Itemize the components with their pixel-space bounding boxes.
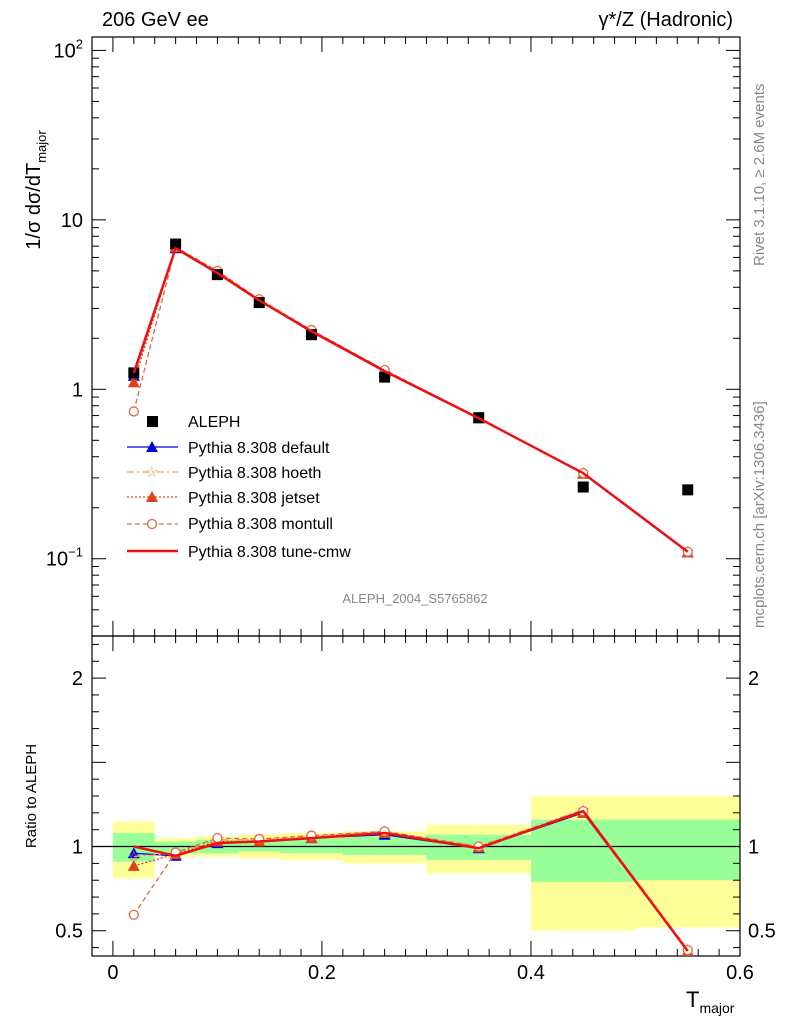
legend-entry-default: Pythia 8.308 default: [127, 440, 330, 457]
legend: ALEPH Pythia 8.308 default ☆ Pythia 8.30…: [127, 414, 351, 561]
svg-text:1/σ dσ/dTmajor: 1/σ dσ/dTmajor: [23, 130, 49, 250]
main-point-data: [305, 329, 317, 341]
ratio-y-tick-label-right: 2: [748, 668, 759, 690]
legend-label-tunecmw: Pythia 8.308 tune-cmw: [188, 544, 351, 561]
legend-label-default: Pythia 8.308 default: [188, 440, 330, 457]
x-tick-label: 0.2: [308, 962, 336, 984]
legend-label-aleph: ALEPH: [188, 414, 240, 431]
ratio-y-tick-label-right: 0.5: [748, 921, 776, 943]
ratio-y-tick-label-left: 0.5: [55, 921, 83, 943]
legend-label-montull: Pythia 8.308 montull: [188, 516, 333, 533]
x-tick-label: 0: [107, 962, 118, 984]
ratio-point-montull: [128, 909, 139, 920]
ratio-band-inner: [280, 838, 343, 854]
ratio-line-montull: [133, 810, 689, 951]
main-point-data: [170, 238, 182, 250]
legend-entry-aleph: ALEPH: [147, 414, 240, 431]
main-point-jetset: [127, 376, 140, 388]
legend-entry-tunecmw: Pythia 8.308 tune-cmw: [127, 544, 351, 561]
ratio-y-axis-label: Ratio to ALEPH: [23, 744, 40, 848]
legend-entry-montull: Pythia 8.308 montull: [127, 516, 333, 533]
ratio-band-inner: [342, 836, 427, 855]
main-point-data: [379, 371, 391, 383]
mcplots-label: mcplots.cern.ch [arXiv:1306.3436]: [751, 401, 768, 628]
main-point-data: [211, 269, 223, 281]
ratio-point-hoeth: ☆: [127, 849, 140, 866]
legend-marker-default: [146, 441, 158, 452]
x-label-text: T: [686, 987, 699, 1012]
chart-marks: 00.20.40.610210110−122110.50.5☆☆☆☆☆☆☆☆☆☆…: [46, 36, 776, 984]
legend-entry-jetset: Pythia 8.308 jetset: [127, 490, 320, 507]
main-line-tunecmw: [132, 246, 689, 553]
main-point-data: [682, 484, 694, 496]
ratio-y-tick-label-right: 1: [748, 837, 759, 859]
ratio-y-tick-label-left: 2: [72, 668, 83, 690]
x-label-sub: major: [699, 1000, 734, 1016]
main-y-tick-label: 1: [72, 379, 83, 401]
legend-marker-montull: [146, 518, 158, 530]
main-y-tick-label: 102: [54, 36, 83, 62]
main-y-label-sub: major: [34, 130, 49, 163]
rivet-label: Rivet 3.1.10, ≥ 2.6M events: [751, 84, 768, 267]
legend-marker-hoeth: ☆: [145, 464, 158, 481]
main-y-axis-label: 1/σ dσ/dTmajor: [23, 130, 49, 250]
legend-marker-aleph: [147, 416, 158, 427]
left-title: 206 GeV ee: [102, 9, 209, 31]
main-point-data: [577, 481, 589, 493]
right-title: γ*/Z (Hadronic): [599, 9, 733, 31]
main-point-montull: [128, 406, 139, 417]
x-tick-label: 0.4: [517, 962, 545, 984]
main-point-data: [253, 297, 265, 309]
ratio-y-tick-label-left: 1: [72, 837, 83, 859]
ratio-line-tunecmw: [133, 809, 689, 952]
analysis-id: ALEPH_2004_S5765862: [342, 591, 487, 606]
ratio-point-default: [127, 847, 140, 859]
legend-marker-jetset: [146, 491, 158, 502]
main-y-label-text: 1/σ dσ/dT: [23, 163, 45, 250]
ratio-point-jetset: [127, 859, 140, 871]
ratio-band-inner: [530, 819, 636, 882]
legend-label-hoeth: Pythia 8.308 hoeth: [188, 465, 321, 482]
legend-label-jetset: Pythia 8.308 jetset: [188, 490, 320, 507]
ratio-point-montull: [212, 832, 223, 844]
ratio-band-inner: [635, 819, 740, 881]
legend-entry-hoeth: ☆ Pythia 8.308 hoeth: [127, 464, 321, 482]
main-y-tick-label: 10: [61, 210, 83, 232]
x-axis-label: Tmajor: [686, 987, 735, 1016]
main-y-tick-label: 10−1: [46, 545, 83, 571]
x-tick-label: 0.6: [726, 962, 754, 984]
